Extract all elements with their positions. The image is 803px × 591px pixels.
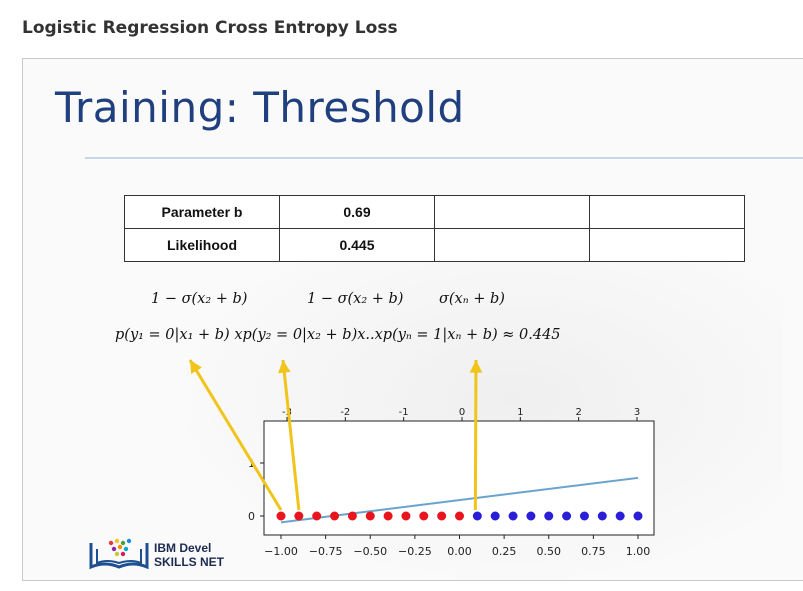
class1-point [526,511,536,521]
x-top-tick-label: -3 [282,407,292,418]
x-top-tick-label: -2 [340,407,350,418]
x-top-tick-label: 0 [459,407,465,418]
x-bottom-tick-label: 0.75 [581,545,606,558]
formula-term-1: 1 − σ(x₂ + b) [151,291,248,307]
annotation-arrow [188,359,283,511]
x-bottom-tick-label: −1.00 [264,545,298,558]
sigmoid-line [280,476,639,524]
table-row: Parameter b 0.69 [124,195,745,229]
class1-point [508,511,518,521]
table-cell-label: Likelihood [124,228,280,262]
class0-point [330,511,340,521]
class0-point [347,511,357,521]
class0-point [365,511,375,521]
table-row: Likelihood 0.445 [124,228,745,262]
table-cell-label: Parameter b [124,195,280,229]
class1-point [544,511,554,521]
x-top-tick-label: 3 [634,407,640,418]
y-tick-label: 0 [248,510,255,523]
title-divider [85,157,803,159]
x-bottom-tick-label: −0.50 [353,545,387,558]
annotation-arrowhead [190,360,202,375]
x-bottom-tick-label: 1.00 [626,545,651,558]
formula-term-3: σ(xₙ + b) [439,291,505,307]
x-top-tick-label: -1 [399,407,409,418]
formula-term-2: 1 − σ(x₂ + b) [307,291,404,307]
x-bottom-tick-label: 0.25 [492,545,517,558]
slide-title: Training: Threshold [55,83,465,132]
parameter-table: Parameter b 0.69 Likelihood 0.445 [124,195,745,262]
ibm-logo-icon [89,537,151,578]
table-cell-value: 0.445 [279,228,435,262]
slide-frame: Training: Threshold Parameter b 0.69 Lik… [22,58,803,581]
table-cell-empty [434,228,590,262]
class0-point [312,511,322,521]
class1-point [615,511,625,521]
table-cell-empty [434,195,590,229]
class1-point [597,511,607,521]
x-bottom-tick-label: −0.75 [309,545,343,558]
annotation-arrowhead [278,360,291,374]
class0-point [437,511,447,521]
annotation-arrow [281,359,301,511]
x-bottom-tick-label: 0.50 [537,545,562,558]
x-bottom-tick-label: 0.00 [447,545,472,558]
class1-point [562,511,572,521]
class0-point [401,511,411,521]
page-heading: Logistic Regression Cross Entropy Loss [22,18,398,38]
class1-point [579,511,589,521]
table-cell-empty [589,228,745,262]
x-top-tick-label: 1 [517,407,523,418]
class0-point [419,511,429,521]
x-top-tick-label: 2 [575,407,581,418]
class1-point [633,511,643,521]
likelihood-formula: p(y₁ = 0|x₁ + b) xp(y₂ = 0|x₂ + b)x..xp(… [115,327,561,343]
class0-point [294,511,304,521]
annotation-arrowhead [469,360,483,373]
class1-point [472,511,482,521]
annotation-arrow [473,359,478,511]
ibm-logo-text: IBM Devel SKILLS NET [154,541,225,569]
class0-point [276,511,286,521]
class0-point [383,511,393,521]
class0-point [455,511,464,521]
class1-point [490,511,500,521]
x-bottom-tick-label: −0.25 [398,545,432,558]
